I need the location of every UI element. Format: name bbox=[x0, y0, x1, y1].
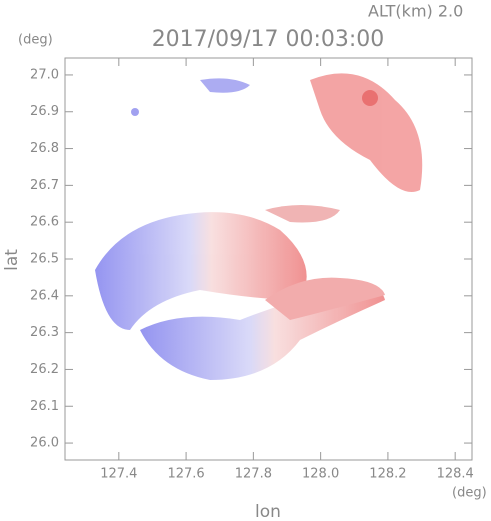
subtitle: ALT(km) 2.0 bbox=[368, 2, 463, 21]
y-tick-label: 26.5 bbox=[30, 252, 59, 267]
x-tick-label: 128.2 bbox=[369, 467, 406, 482]
chart-title: 2017/09/17 00:03:00 bbox=[152, 27, 385, 52]
y-tick-label: 26.7 bbox=[30, 178, 59, 193]
x-tick-label: 127.8 bbox=[235, 467, 272, 482]
y-tick-label: 26.3 bbox=[30, 325, 59, 340]
y-tick-label: 26.0 bbox=[30, 436, 59, 451]
x-tick-label: 128.0 bbox=[302, 467, 339, 482]
y-tick-label: 26.8 bbox=[30, 141, 59, 156]
x-tick-label: 128.4 bbox=[437, 467, 474, 482]
x-tick-label: 127.4 bbox=[100, 467, 137, 482]
y-tick-label: 26.1 bbox=[30, 399, 59, 414]
y-tick-label: 26.4 bbox=[30, 288, 59, 303]
y-axis-label: lat bbox=[2, 249, 22, 271]
x-unit: (deg) bbox=[452, 486, 487, 501]
y-unit: (deg) bbox=[18, 33, 53, 48]
y-tick-label: 26.9 bbox=[30, 104, 59, 119]
velocity-field bbox=[95, 73, 423, 380]
x-tick-label: 127.6 bbox=[167, 467, 204, 482]
y-tick-label: 26.6 bbox=[30, 215, 59, 230]
y-tick-label: 27.0 bbox=[30, 67, 59, 82]
y-tick-label: 26.2 bbox=[30, 362, 59, 377]
x-axis-label: lon bbox=[255, 502, 281, 521]
